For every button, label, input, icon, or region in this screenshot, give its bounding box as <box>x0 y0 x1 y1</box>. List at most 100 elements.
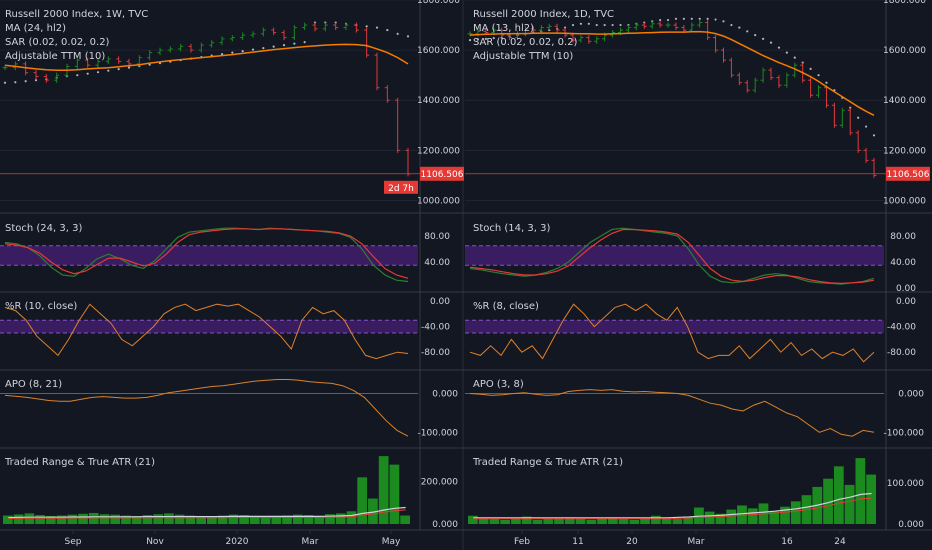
atr-bar <box>715 513 726 524</box>
price-tick-label: 1600.000 <box>883 46 926 56</box>
sar-dot <box>34 79 38 82</box>
apo-line <box>469 389 875 437</box>
sar-dot <box>730 23 733 27</box>
pctr-tick-label: -80.00 <box>421 348 450 358</box>
atr-tick-label: 0.000 <box>898 520 924 530</box>
atr-bar <box>260 516 271 524</box>
atr-bar <box>164 513 174 524</box>
sar-dot <box>706 17 709 20</box>
price-tick-label: 1600.000 <box>417 46 460 56</box>
atr-bar <box>747 508 758 524</box>
sar-dot <box>241 50 244 53</box>
atr-bar <box>726 509 737 524</box>
sar-dot <box>674 17 678 20</box>
x-tick-label: Mar <box>302 537 319 547</box>
x-tick-label: 24 <box>834 537 846 547</box>
atr-bar <box>769 511 780 524</box>
sar-dot <box>817 74 820 77</box>
price-tick-label: 1400.000 <box>883 96 926 106</box>
atr-bar <box>357 477 368 524</box>
sar-dot <box>107 69 110 72</box>
sar-dot <box>86 72 89 75</box>
atr-line <box>8 506 406 519</box>
sar-dot <box>793 56 796 59</box>
sar-dot <box>484 37 487 40</box>
atr-red-line <box>8 509 406 520</box>
atr-bar <box>650 515 661 524</box>
sar-dot <box>386 28 389 32</box>
sar-dot <box>127 66 131 69</box>
sar-dot <box>406 35 410 38</box>
sar-dot <box>14 81 17 84</box>
stoch-tick-label: 40.00 <box>890 258 916 268</box>
atr-label: Traded Range & True ATR (21) <box>472 457 623 468</box>
sar-dot <box>746 30 749 33</box>
atr-bar <box>335 513 346 524</box>
atr-bar <box>249 515 260 524</box>
sar-dot <box>231 51 234 54</box>
atr-bar <box>45 515 56 524</box>
apo-label: APO (3, 8) <box>473 379 524 390</box>
sar-dot <box>619 23 622 27</box>
sar-dot <box>24 80 27 83</box>
atr-bar <box>35 515 45 524</box>
atr-bar <box>575 519 586 524</box>
atr-bar <box>780 506 790 524</box>
atr-red-line <box>473 497 872 520</box>
atr-label: Traded Range & True ATR (21) <box>4 457 155 468</box>
sar-dot <box>714 18 717 21</box>
atr-bar <box>554 518 564 524</box>
sar-dot <box>611 23 614 27</box>
atr-bar <box>99 514 110 524</box>
atr-bar <box>78 513 88 524</box>
atr-bar <box>400 515 410 524</box>
atr-bar <box>142 515 153 524</box>
atr-bar <box>737 505 747 524</box>
price-tick-label: 1200.000 <box>417 146 460 156</box>
pctr-line <box>4 303 409 360</box>
apo-tick-label: 0.000 <box>898 389 924 399</box>
atr-bar <box>217 515 228 524</box>
x-tick-label: May <box>382 537 401 547</box>
last-price-label: 1106.506 <box>421 170 464 180</box>
atr-bar <box>855 458 866 524</box>
price-tick-label: 1800.000 <box>417 0 460 6</box>
sar-dot <box>777 46 781 49</box>
atr-bar <box>500 519 511 524</box>
sar-dot <box>682 17 685 20</box>
atr-bar <box>468 515 478 524</box>
sar-dot <box>303 40 306 44</box>
last-price-tag <box>886 166 930 181</box>
atr-bar <box>489 519 500 524</box>
atr-bar <box>239 515 249 524</box>
sar-dot <box>492 36 495 40</box>
chart-title: Russell 2000 Index, 1W, TVC <box>5 9 148 20</box>
sar-dot <box>785 51 788 54</box>
sar-dot <box>587 22 590 25</box>
indicator-label: MA (13, hl2) <box>473 23 534 34</box>
atr-bar <box>3 515 13 524</box>
atr-bar <box>121 515 131 524</box>
sar-dot <box>769 41 773 44</box>
sar-dot <box>864 125 868 128</box>
atr-bar <box>346 511 357 524</box>
x-tick-label: 11 <box>572 537 583 547</box>
pctr-tick-label: -40.00 <box>887 323 916 333</box>
sar-dot <box>666 18 670 22</box>
x-tick-label: 20 <box>626 537 638 547</box>
sar-dot <box>3 81 7 84</box>
atr-bar <box>185 515 196 524</box>
atr-bar <box>521 516 532 524</box>
ma-line <box>4 43 409 71</box>
atr-bar <box>833 466 844 524</box>
pctr-label: %R (8, close) <box>473 301 539 312</box>
sar-dot <box>690 17 693 20</box>
atr-bar <box>368 498 378 524</box>
indicator-label: Adjustable TTM (10) <box>5 51 105 62</box>
atr-bar <box>13 514 24 524</box>
x-tick-label: Mar <box>688 537 705 547</box>
atr-bar <box>207 516 217 524</box>
atr-tick-label: 200.000 <box>421 478 458 488</box>
sar-dot <box>251 48 255 51</box>
